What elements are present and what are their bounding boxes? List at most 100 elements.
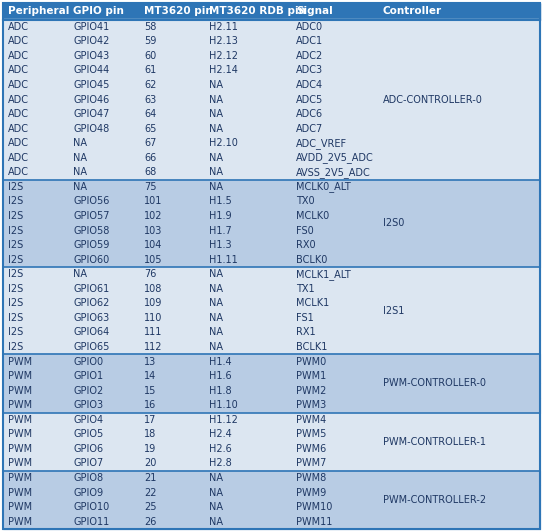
- Text: GPIO59: GPIO59: [73, 240, 110, 250]
- Text: GPIO4: GPIO4: [73, 415, 103, 425]
- Bar: [3, 485, 540, 500]
- Text: ADC: ADC: [8, 80, 29, 90]
- Bar: [3, 311, 540, 325]
- Text: 111: 111: [144, 328, 162, 337]
- Text: GPIO0: GPIO0: [73, 356, 103, 367]
- Text: PWM: PWM: [8, 444, 32, 454]
- Text: GPIO42: GPIO42: [73, 36, 110, 46]
- Text: FS1: FS1: [296, 313, 314, 323]
- Text: 16: 16: [144, 400, 156, 410]
- Text: PWM11: PWM11: [296, 517, 332, 527]
- Text: MCLK0: MCLK0: [296, 211, 329, 221]
- Text: I2S: I2S: [8, 255, 23, 265]
- Text: GPIO45: GPIO45: [73, 80, 110, 90]
- Text: PWM5: PWM5: [296, 429, 326, 439]
- Text: GPIO61: GPIO61: [73, 284, 110, 294]
- Text: GPIO46: GPIO46: [73, 95, 110, 105]
- Bar: [3, 107, 540, 121]
- Text: Signal: Signal: [296, 6, 333, 16]
- Bar: [3, 456, 540, 471]
- Bar: [3, 238, 540, 252]
- Text: PWM: PWM: [8, 415, 32, 425]
- Text: I2S1: I2S1: [383, 306, 404, 315]
- Text: PWM0: PWM0: [296, 356, 326, 367]
- Bar: [3, 121, 540, 136]
- Text: NA: NA: [73, 138, 87, 148]
- Text: ADC0: ADC0: [296, 22, 323, 32]
- Bar: [3, 136, 540, 151]
- Text: NA: NA: [209, 502, 223, 512]
- Bar: [3, 442, 540, 456]
- Text: NA: NA: [73, 182, 87, 192]
- Text: PWM2: PWM2: [296, 386, 326, 396]
- Text: ADC: ADC: [8, 109, 29, 119]
- Bar: [3, 354, 540, 369]
- Text: GPIO pin: GPIO pin: [73, 6, 124, 16]
- Text: Controller: Controller: [383, 6, 442, 16]
- Text: 112: 112: [144, 342, 162, 352]
- Text: NA: NA: [209, 298, 223, 309]
- Text: I2S: I2S: [8, 298, 23, 309]
- Text: 64: 64: [144, 109, 156, 119]
- Text: NA: NA: [209, 488, 223, 497]
- Text: 60: 60: [144, 51, 156, 61]
- Bar: [3, 267, 540, 281]
- Text: PWM: PWM: [8, 356, 32, 367]
- Text: ADC-CONTROLLER-0: ADC-CONTROLLER-0: [383, 95, 483, 105]
- Text: ADC7: ADC7: [296, 123, 323, 134]
- Bar: [3, 340, 540, 354]
- Text: ADC: ADC: [8, 36, 29, 46]
- Text: 18: 18: [144, 429, 156, 439]
- Text: 19: 19: [144, 444, 156, 454]
- Text: NA: NA: [209, 109, 223, 119]
- Text: I2S: I2S: [8, 342, 23, 352]
- Text: PWM4: PWM4: [296, 415, 326, 425]
- Text: ADC: ADC: [8, 22, 29, 32]
- Text: GPIO11: GPIO11: [73, 517, 110, 527]
- Bar: [3, 165, 540, 180]
- Text: 67: 67: [144, 138, 156, 148]
- Text: ADC5: ADC5: [296, 95, 323, 105]
- Text: PWM: PWM: [8, 459, 32, 469]
- Text: RX0: RX0: [296, 240, 315, 250]
- Bar: [3, 500, 540, 514]
- Text: TX0: TX0: [296, 196, 314, 206]
- Text: MCLK1: MCLK1: [296, 298, 329, 309]
- Text: H1.6: H1.6: [209, 371, 232, 381]
- Text: PWM-CONTROLLER-2: PWM-CONTROLLER-2: [383, 495, 486, 505]
- Text: I2S0: I2S0: [383, 218, 404, 228]
- Text: PWM: PWM: [8, 400, 32, 410]
- Text: ADC3: ADC3: [296, 65, 323, 76]
- Text: RX1: RX1: [296, 328, 315, 337]
- Text: H1.11: H1.11: [209, 255, 238, 265]
- Text: TX1: TX1: [296, 284, 314, 294]
- Text: Peripheral: Peripheral: [8, 6, 70, 16]
- Text: H1.8: H1.8: [209, 386, 232, 396]
- Bar: [3, 78, 540, 92]
- Text: NA: NA: [209, 80, 223, 90]
- Bar: [3, 151, 540, 165]
- Text: AVSS_2V5_ADC: AVSS_2V5_ADC: [296, 167, 371, 178]
- Text: NA: NA: [73, 168, 87, 177]
- Text: 62: 62: [144, 80, 156, 90]
- Text: 110: 110: [144, 313, 162, 323]
- Text: PWM-CONTROLLER-0: PWM-CONTROLLER-0: [383, 378, 486, 388]
- Text: NA: NA: [209, 313, 223, 323]
- Bar: [3, 369, 540, 384]
- Text: H1.10: H1.10: [209, 400, 238, 410]
- Bar: [3, 194, 540, 209]
- Text: H1.3: H1.3: [209, 240, 232, 250]
- Text: ADC: ADC: [8, 65, 29, 76]
- Text: GPIO57: GPIO57: [73, 211, 110, 221]
- Text: 75: 75: [144, 182, 156, 192]
- Text: NA: NA: [209, 473, 223, 483]
- Text: GPIO56: GPIO56: [73, 196, 110, 206]
- Text: I2S: I2S: [8, 284, 23, 294]
- Text: PWM3: PWM3: [296, 400, 326, 410]
- Text: 14: 14: [144, 371, 156, 381]
- Text: PWM-CONTROLLER-1: PWM-CONTROLLER-1: [383, 437, 486, 447]
- Bar: [3, 412, 540, 427]
- Text: PWM6: PWM6: [296, 444, 326, 454]
- Text: GPIO9: GPIO9: [73, 488, 103, 497]
- Text: NA: NA: [209, 328, 223, 337]
